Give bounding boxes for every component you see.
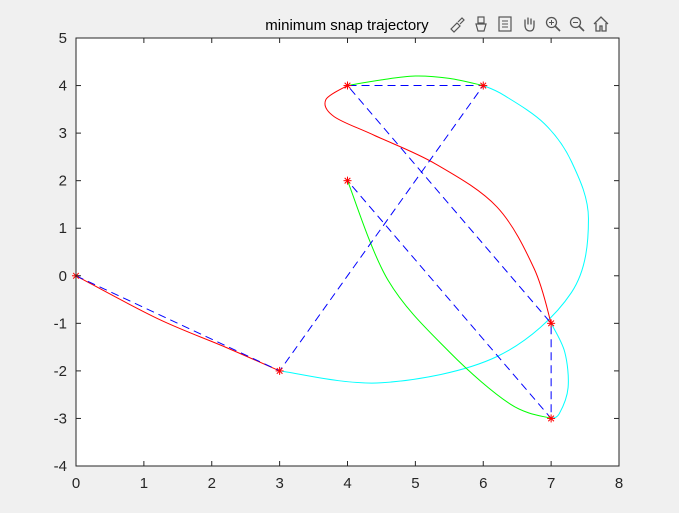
y-tick-label: -1 — [54, 315, 67, 332]
pan-icon[interactable] — [518, 13, 540, 35]
zoom-in-icon[interactable] — [542, 13, 564, 35]
x-tick-label: 2 — [208, 475, 216, 492]
trajectory-segment-2 — [279, 85, 589, 384]
tick-layer: 0 1 2 3 4 5 6 7 8 -4 -3 -2 -1 0 1 2 3 4 5 — [54, 30, 624, 492]
clear-icon[interactable] — [470, 13, 492, 35]
waypoint-marker — [343, 81, 352, 90]
x-tick-label: 6 — [479, 475, 487, 492]
x-tick-label: 5 — [411, 475, 419, 492]
waypoint-marker — [275, 366, 284, 375]
datatip-icon[interactable] — [494, 13, 516, 35]
x-tick-label: 1 — [140, 475, 148, 492]
x-tick-label: 4 — [343, 475, 351, 492]
axes-background — [76, 38, 619, 466]
marker-layer — [72, 81, 556, 423]
trajectory-segment-1 — [75, 275, 280, 372]
axes-toolbar — [446, 12, 612, 36]
home-icon[interactable] — [590, 13, 612, 35]
waypoint-marker — [343, 176, 352, 185]
zoom-out-icon[interactable] — [566, 13, 588, 35]
y-tick-label: 5 — [59, 30, 67, 47]
waypoint-marker — [547, 319, 556, 328]
x-tick-label: 0 — [72, 475, 80, 492]
y-tick-label: -4 — [54, 458, 67, 475]
x-tick-label: 7 — [547, 475, 555, 492]
series-layer — [75, 75, 589, 419]
y-tick-label: 3 — [59, 125, 67, 142]
trajectory-segment-6 — [347, 180, 552, 419]
trajectory-segment-4 — [324, 85, 552, 324]
y-tick-label: 4 — [59, 78, 67, 95]
chart-title: minimum snap trajectory — [265, 17, 429, 34]
x-tick-label: 3 — [275, 475, 283, 492]
waypoint-marker — [547, 414, 556, 423]
x-tick-label: 8 — [615, 475, 623, 492]
brush-data-icon[interactable] — [446, 13, 468, 35]
y-tick-label: 0 — [59, 268, 67, 285]
waypoint-marker — [479, 81, 488, 90]
trajectory-segment-3 — [347, 75, 484, 87]
y-tick-label: -2 — [54, 363, 67, 380]
y-tick-label: 2 — [59, 173, 67, 190]
y-tick-label: -3 — [54, 410, 67, 427]
trajectory-segment-5 — [550, 323, 569, 419]
y-tick-label: 1 — [59, 220, 67, 237]
